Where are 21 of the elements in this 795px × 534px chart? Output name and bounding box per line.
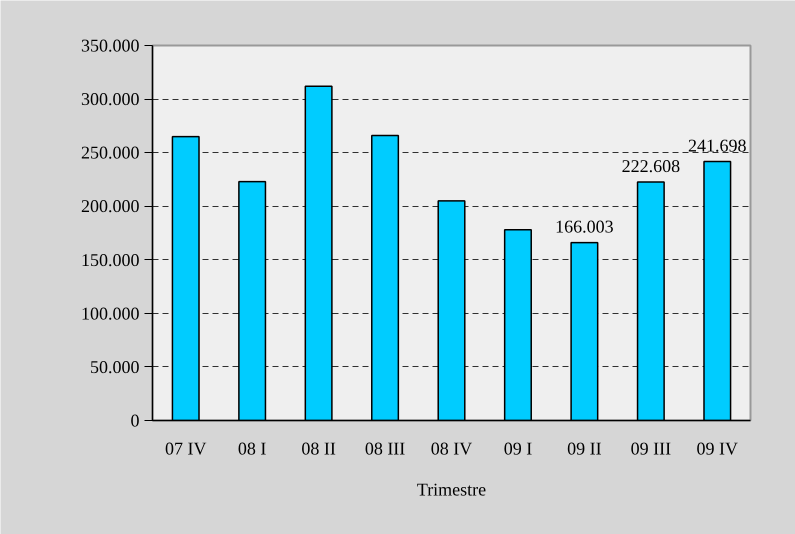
y-tick-label: 150.000 [81,250,140,270]
data-label: 241.698 [688,136,747,156]
x-tick-label: 08 III [364,438,406,458]
y-tick-label: 50.000 [90,356,140,377]
x-tick-label: 09 III [630,438,672,458]
x-tick-label: 09 IV [696,438,738,458]
x-tick-label: 07 IV [164,438,206,458]
x-tick-label: 08 IV [430,438,472,458]
data-label: 166.003 [555,216,614,237]
y-tick-label: 250.000 [81,142,140,163]
y-tick-label: 0 [130,410,140,430]
x-axis-title: Trimestre [416,480,486,500]
data-label: 222.608 [622,156,680,176]
x-tick-label: 09 II [567,438,602,458]
y-tick-label: 300.000 [81,89,140,110]
x-tick-label: 08 II [301,438,336,458]
y-tick-label: 100.000 [81,303,140,324]
x-tick-label: 08 I [238,438,266,458]
y-tick-label: 200.000 [81,196,140,216]
x-tick-label: 09 I [504,438,532,458]
y-tick-label: 350.000 [81,36,140,56]
